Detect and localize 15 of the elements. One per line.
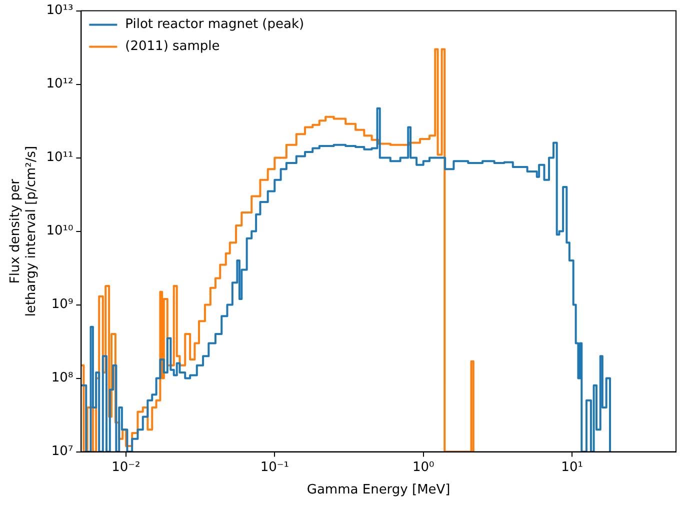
- x-tick-label: 10⁰: [412, 460, 434, 475]
- x-tick-label: 10⁻¹: [260, 460, 289, 475]
- y-tick-label: 10⁹: [51, 297, 74, 312]
- x-tick-label: 10⁻²: [112, 460, 140, 475]
- x-axis-title: Gamma Energy [MeV]: [306, 482, 450, 498]
- legend-label: (2011) sample: [125, 39, 220, 54]
- y-tick-label: 10⁸: [51, 370, 74, 386]
- y-tick-label: 10¹¹: [46, 150, 74, 166]
- y-tick-label: 10⁷: [51, 444, 74, 460]
- y-axis-title: Flux density per lethargy interval [p/cm²/s]: [8, 146, 39, 317]
- legend-label: Pilot reactor magnet (peak): [125, 17, 304, 32]
- y-tick-label: 10¹²: [46, 76, 74, 92]
- x-tick-label: 10¹: [561, 460, 583, 475]
- y-tick-label: 10¹⁰: [46, 224, 74, 239]
- y-tick-label: 10¹³: [46, 3, 74, 18]
